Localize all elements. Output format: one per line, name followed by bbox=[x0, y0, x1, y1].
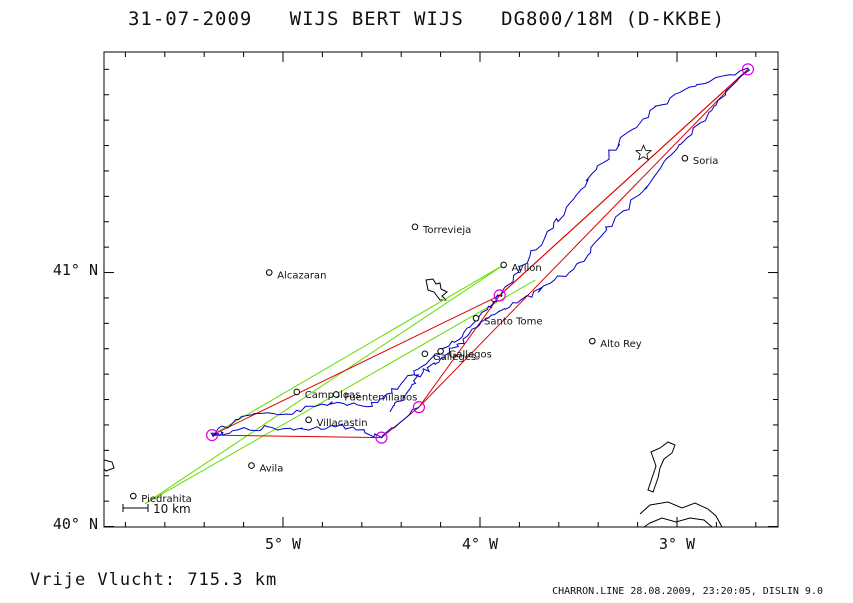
coastline-feature bbox=[647, 441, 676, 493]
alt-task-leg bbox=[144, 264, 504, 505]
place-label: Piedrahita bbox=[141, 494, 192, 505]
distance-label: Vrije Vlucht: bbox=[30, 570, 177, 590]
place-label: Soria bbox=[693, 156, 718, 167]
place-label: Fuentemilanos bbox=[344, 392, 417, 403]
place-marker bbox=[437, 347, 444, 355]
place-marker bbox=[248, 462, 255, 469]
glider-type: DG800/18M (D-KKBE) bbox=[501, 8, 726, 30]
place-marker bbox=[500, 261, 507, 269]
turnpoint-marker bbox=[412, 401, 426, 414]
place-marker bbox=[305, 416, 312, 424]
task-leg bbox=[499, 68, 749, 296]
start-star-icon bbox=[634, 144, 653, 161]
place-marker bbox=[411, 223, 419, 231]
place-label: Avila bbox=[259, 464, 283, 475]
scale-bar-label: 10 km bbox=[153, 502, 191, 516]
task-leg bbox=[212, 434, 382, 439]
task-leg bbox=[211, 294, 500, 436]
place-label: Ayllon bbox=[512, 263, 542, 274]
place-marker bbox=[129, 492, 137, 500]
flight-date: 31-07-2009 bbox=[127, 8, 253, 30]
x-tick-label: 5° W bbox=[265, 535, 302, 553]
place-marker bbox=[332, 391, 340, 398]
place-label: Campoloas bbox=[305, 390, 361, 401]
flight-track bbox=[210, 67, 751, 439]
x-tick-label: 4° W bbox=[462, 535, 499, 553]
distance-value: 715.3 km bbox=[187, 570, 278, 590]
y-tick-label: 41° N bbox=[53, 261, 98, 279]
task-leg bbox=[418, 68, 749, 408]
alt-task-leg bbox=[144, 279, 536, 505]
place-label: Torrevieja bbox=[422, 225, 471, 236]
task-leg bbox=[418, 295, 501, 408]
place-label: Villacastin bbox=[317, 418, 368, 429]
coastline-feature bbox=[103, 459, 115, 472]
distance-readout: Vrije Vlucht: 715.3 km bbox=[30, 570, 277, 590]
pilot-name: WIJS BERT WIJS bbox=[289, 8, 464, 30]
place-label: Gallegos bbox=[449, 349, 492, 360]
place-label: Alcazaran bbox=[277, 271, 326, 282]
turnpoint-marker bbox=[205, 429, 219, 442]
x-tick-label: 3° W bbox=[659, 535, 696, 553]
coastline-feature bbox=[639, 501, 723, 528]
y-tick-label: 40° N bbox=[53, 515, 98, 533]
place-label: Galleges bbox=[433, 352, 476, 363]
alt-task-leg bbox=[211, 264, 504, 436]
turnpoint-marker bbox=[493, 289, 506, 302]
turnpoint-marker bbox=[741, 63, 755, 76]
place-label: Alto Rey bbox=[600, 339, 641, 350]
credits-line: CHARRON.LINE 28.08.2009, 23:20:05, DISLI… bbox=[552, 586, 823, 597]
place-marker bbox=[421, 350, 429, 358]
coastline-feature bbox=[425, 278, 448, 301]
turnpoint-marker bbox=[375, 431, 388, 444]
place-marker bbox=[472, 314, 480, 322]
place-marker bbox=[293, 388, 301, 396]
place-label: Santo Tome bbox=[484, 316, 542, 327]
place-marker bbox=[681, 154, 689, 162]
place-marker bbox=[265, 269, 273, 276]
place-marker bbox=[588, 337, 596, 345]
page-title: 31-07-2009 WIJS BERT WIJS DG800/18M (D-K… bbox=[0, 8, 853, 30]
